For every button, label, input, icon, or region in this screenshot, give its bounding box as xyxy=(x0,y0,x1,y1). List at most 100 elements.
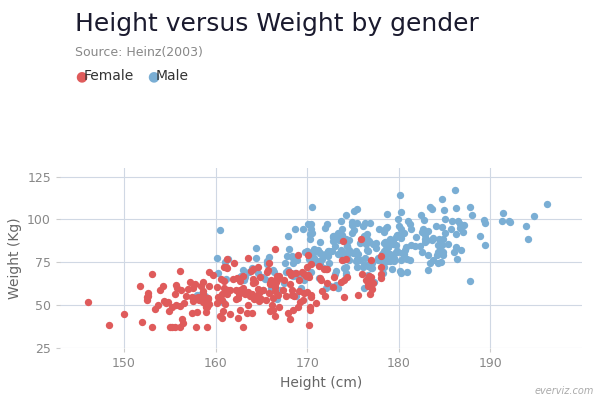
Female xyxy=(172,284,182,291)
Male xyxy=(389,254,399,261)
Male xyxy=(307,230,317,236)
Female xyxy=(217,290,227,297)
Male xyxy=(410,243,420,249)
Male xyxy=(423,228,433,234)
Male xyxy=(328,238,338,244)
Male xyxy=(291,292,301,299)
X-axis label: Height (cm): Height (cm) xyxy=(280,376,362,390)
Female xyxy=(269,282,279,288)
Male xyxy=(239,267,248,274)
Female xyxy=(196,283,206,289)
Male xyxy=(479,216,489,223)
Male xyxy=(440,215,450,222)
Female xyxy=(320,293,329,300)
Male xyxy=(351,248,361,254)
Male xyxy=(367,260,377,266)
Male xyxy=(283,232,293,239)
Male xyxy=(325,283,335,290)
Female xyxy=(198,287,208,294)
Male xyxy=(481,242,490,249)
Female xyxy=(226,311,235,318)
Male xyxy=(314,275,324,281)
Male xyxy=(221,258,230,265)
Male xyxy=(323,252,333,259)
Text: Source: Heinz(2003): Source: Heinz(2003) xyxy=(75,46,203,59)
Male xyxy=(423,252,433,258)
Text: ●: ● xyxy=(147,69,159,83)
Male xyxy=(333,251,343,257)
Male xyxy=(382,258,392,264)
Male xyxy=(383,244,392,250)
Male xyxy=(353,251,363,258)
Male xyxy=(305,231,315,237)
Female xyxy=(306,292,316,298)
Male xyxy=(367,265,377,272)
Male xyxy=(367,264,376,271)
Female xyxy=(197,297,207,304)
Male xyxy=(504,218,514,224)
Female xyxy=(161,299,171,306)
Male xyxy=(352,264,362,270)
Male xyxy=(383,244,392,250)
Male xyxy=(262,258,271,264)
Female xyxy=(248,266,257,272)
Female xyxy=(314,262,324,269)
Male xyxy=(362,236,371,242)
Female xyxy=(295,299,305,306)
Male xyxy=(364,278,374,284)
Female xyxy=(194,297,203,304)
Male xyxy=(235,274,245,280)
Male xyxy=(428,234,437,241)
Male xyxy=(438,252,448,259)
Female xyxy=(358,271,367,277)
Male xyxy=(315,250,325,256)
Male xyxy=(296,285,305,291)
Male xyxy=(379,240,389,246)
Female xyxy=(205,283,214,290)
Female xyxy=(190,281,200,287)
Male xyxy=(379,269,388,276)
Male xyxy=(328,247,337,254)
Male xyxy=(407,226,416,232)
Female xyxy=(363,279,373,286)
Male xyxy=(321,285,331,291)
Male xyxy=(352,206,362,212)
Male xyxy=(338,254,347,261)
Female xyxy=(302,288,312,295)
Female xyxy=(295,288,304,294)
Female xyxy=(193,309,202,315)
Male xyxy=(497,218,507,224)
Female xyxy=(233,295,243,302)
Female xyxy=(136,283,145,289)
Male xyxy=(257,274,267,280)
Female xyxy=(143,296,152,303)
Male xyxy=(253,270,263,276)
Female xyxy=(188,298,198,304)
Female xyxy=(316,275,325,281)
Male xyxy=(437,241,447,248)
Female xyxy=(239,324,248,331)
Male xyxy=(521,223,531,230)
Male xyxy=(388,240,398,246)
Male xyxy=(381,225,391,232)
Female xyxy=(285,281,295,288)
Female xyxy=(338,257,347,264)
Male xyxy=(448,218,457,224)
Male xyxy=(350,208,359,214)
Male xyxy=(459,222,469,228)
Female xyxy=(321,266,331,272)
Male xyxy=(364,261,374,267)
Female xyxy=(304,273,314,280)
Female xyxy=(248,280,257,286)
Female xyxy=(363,283,373,290)
Female xyxy=(233,315,242,321)
Male xyxy=(298,270,308,277)
Female xyxy=(322,279,332,286)
Female xyxy=(362,276,371,283)
Female xyxy=(179,320,188,326)
Male xyxy=(339,264,349,271)
Male xyxy=(323,248,333,254)
Male xyxy=(194,291,203,298)
Female xyxy=(164,308,174,314)
Female xyxy=(222,291,232,297)
